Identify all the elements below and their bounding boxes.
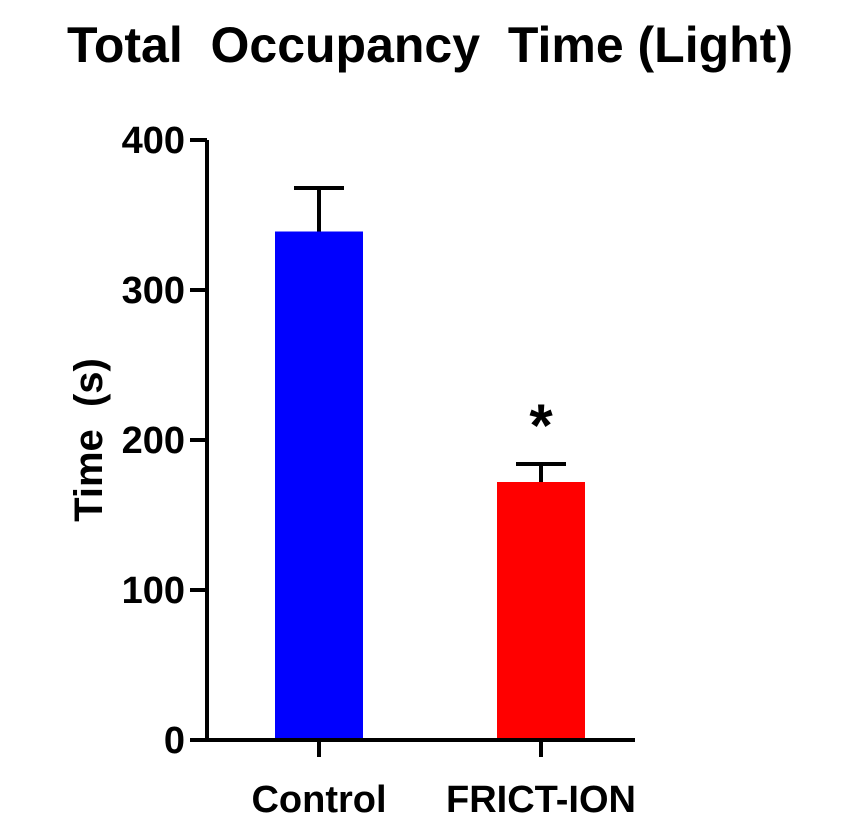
y-tick-label-100: 100 bbox=[122, 570, 185, 612]
plot-area: * 0 100 200 300 400 Control FRICT-ION bbox=[122, 120, 636, 821]
chart-title: Total Occupancy Time (Light) bbox=[67, 17, 793, 73]
bar-control bbox=[275, 231, 363, 740]
y-axis-label: Time (s) bbox=[67, 358, 111, 522]
y-tick-label-400: 400 bbox=[122, 120, 185, 162]
bar-frict-ion bbox=[497, 482, 585, 740]
x-tick-label-frict-ion: FRICT-ION bbox=[446, 779, 636, 821]
significance-marker: * bbox=[529, 392, 553, 459]
x-tick-label-control: Control bbox=[251, 779, 386, 821]
y-tick-label-200: 200 bbox=[122, 420, 185, 462]
y-tick-label-300: 300 bbox=[122, 270, 185, 312]
y-tick-label-0: 0 bbox=[164, 720, 185, 762]
